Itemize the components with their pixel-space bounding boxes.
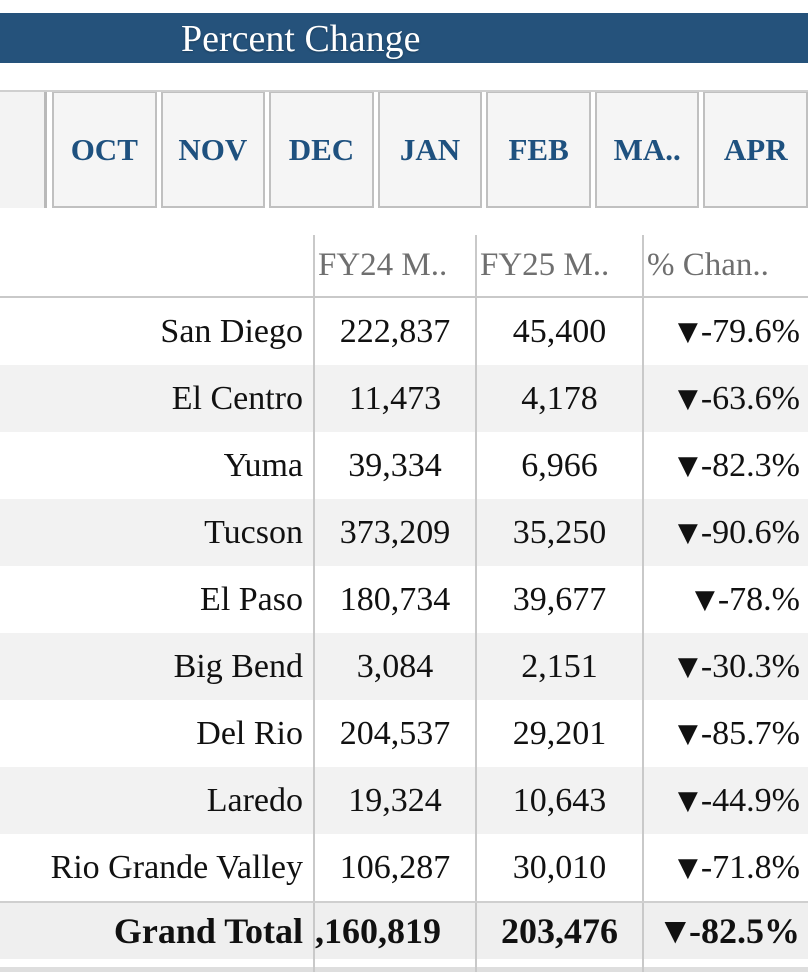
table-row-rio-grande-valley: Rio Grande Valley 106,287 30,010 ▼ -71.8% [0, 834, 808, 901]
cell-pct-change[interactable]: ▼ -78.% [642, 566, 808, 633]
down-triangle-icon: ▼ [694, 584, 715, 615]
cell-fy25[interactable]: 45,400 [475, 298, 642, 365]
tab-feb[interactable]: FEB [486, 92, 591, 208]
column-header-fy24[interactable]: FY24 M.. [313, 235, 475, 296]
row-label[interactable]: Rio Grande Valley [50, 848, 303, 886]
row-label[interactable]: El Paso [200, 580, 303, 618]
pct-value: -71.8% [700, 848, 800, 886]
cell-fy24[interactable]: 222,837 [313, 298, 475, 365]
table-row-grand-total: Grand Total ,160,819 203,476 ▼ -82.5% [0, 901, 808, 959]
cell-fy25[interactable]: 29,201 [475, 700, 642, 767]
row-label[interactable]: Del Rio [196, 714, 303, 752]
cell-fy24[interactable]: 19,324 [313, 767, 475, 834]
cell-fy25[interactable]: 2,151 [475, 633, 642, 700]
month-tab-strip: OCT NOV DEC JAN FEB MA.. APR [0, 90, 808, 208]
table-row-el-paso: El Paso 180,734 39,677 ▼ -78.% [0, 566, 808, 633]
cell-fy24[interactable]: 39,334 [313, 432, 475, 499]
row-label[interactable]: Yuma [223, 446, 303, 484]
cell-fy25[interactable]: 39,677 [475, 566, 642, 633]
table-row-del-rio: Del Rio 204,537 29,201 ▼ -85.7% [0, 700, 808, 767]
row-label[interactable]: Tucson [204, 513, 303, 551]
cell-pct-change[interactable]: ▼ -85.7% [642, 700, 808, 767]
down-triangle-icon: ▼ [677, 718, 698, 749]
cell-pct-change[interactable]: ▼ -82.5% [642, 903, 808, 959]
row-label[interactable]: El Centro [171, 379, 303, 417]
table-row-big-bend: Big Bend 3,084 2,151 ▼ -30.3% [0, 633, 808, 700]
down-triangle-icon: ▼ [677, 383, 698, 414]
page-title: Percent Change [181, 18, 421, 60]
cell-pct-change[interactable]: ▼ -71.8% [642, 834, 808, 901]
title-bar: Percent Change [0, 13, 808, 63]
pct-value: -90.6% [700, 513, 800, 551]
column-header-pct-change[interactable]: % Chan.. [642, 235, 808, 296]
cell-fy25[interactable]: 203,476 [475, 903, 642, 959]
down-triangle-icon: ▼ [677, 785, 698, 816]
column-header-fy25[interactable]: FY25 M.. [475, 235, 642, 296]
down-triangle-icon: ▼ [677, 316, 698, 347]
sector-comparison-table: FY24 M.. FY25 M.. % Chan.. San Diego 222… [0, 235, 808, 972]
cell-pct-change[interactable]: ▼ -90.6% [642, 499, 808, 566]
tab-strip-spacer [0, 92, 47, 208]
pct-value: -79.6% [700, 312, 800, 350]
row-label: Grand Total [113, 911, 303, 951]
down-triangle-icon: ▼ [664, 914, 686, 947]
pct-value: -85.7% [700, 714, 800, 752]
down-triangle-icon: ▼ [677, 651, 698, 682]
row-label[interactable]: Big Bend [173, 647, 303, 685]
tab-jan[interactable]: JAN [377, 92, 483, 208]
cell-pct-change[interactable]: ▼ -44.9% [642, 767, 808, 834]
cell-fy24[interactable]: 11,473 [313, 365, 475, 432]
down-triangle-icon: ▼ [677, 517, 698, 548]
bottom-scroll-strip[interactable] [0, 967, 808, 972]
cell-fy25[interactable]: 10,643 [475, 767, 642, 834]
cell-fy24[interactable]: 180,734 [313, 566, 475, 633]
pct-value: -78.% [717, 580, 800, 618]
table-row-yuma: Yuma 39,334 6,966 ▼ -82.3% [0, 432, 808, 499]
tab-apr[interactable]: APR [703, 92, 808, 208]
cell-fy25[interactable]: 4,178 [475, 365, 642, 432]
table-row-san-diego: San Diego 222,837 45,400 ▼ -79.6% [0, 298, 808, 365]
table-bottom-gap [0, 959, 808, 967]
table-header-row: FY24 M.. FY25 M.. % Chan.. [0, 235, 808, 298]
cell-fy24[interactable]: ,160,819 [313, 903, 475, 959]
down-triangle-icon: ▼ [677, 450, 698, 481]
table-row-tucson: Tucson 373,209 35,250 ▼ -90.6% [0, 499, 808, 566]
table-row-el-centro: El Centro 11,473 4,178 ▼ -63.6% [0, 365, 808, 432]
cell-fy24[interactable]: 106,287 [313, 834, 475, 901]
cell-pct-change[interactable]: ▼ -79.6% [642, 298, 808, 365]
cell-fy24[interactable]: 204,537 [313, 700, 475, 767]
cell-fy24[interactable]: 373,209 [313, 499, 475, 566]
cell-pct-change[interactable]: ▼ -63.6% [642, 365, 808, 432]
column-header-sector [0, 235, 313, 296]
table-row-laredo: Laredo 19,324 10,643 ▼ -44.9% [0, 767, 808, 834]
cell-pct-change[interactable]: ▼ -82.3% [642, 432, 808, 499]
down-triangle-icon: ▼ [677, 852, 698, 883]
tab-nov[interactable]: NOV [160, 92, 266, 208]
row-label[interactable]: Laredo [206, 781, 303, 819]
cell-fy24[interactable]: 3,084 [313, 633, 475, 700]
tab-oct[interactable]: OCT [52, 92, 157, 208]
cell-fy25[interactable]: 30,010 [475, 834, 642, 901]
tab-dec[interactable]: DEC [269, 92, 374, 208]
cell-fy25[interactable]: 6,966 [475, 432, 642, 499]
pct-value: -82.5% [689, 911, 800, 951]
cell-fy25[interactable]: 35,250 [475, 499, 642, 566]
pct-value: -30.3% [700, 647, 800, 685]
row-label[interactable]: San Diego [160, 312, 303, 350]
pct-value: -44.9% [700, 781, 800, 819]
tab-mar[interactable]: MA.. [594, 92, 700, 208]
cell-pct-change[interactable]: ▼ -30.3% [642, 633, 808, 700]
pct-value: -63.6% [700, 379, 800, 417]
pct-value: -82.3% [700, 446, 800, 484]
